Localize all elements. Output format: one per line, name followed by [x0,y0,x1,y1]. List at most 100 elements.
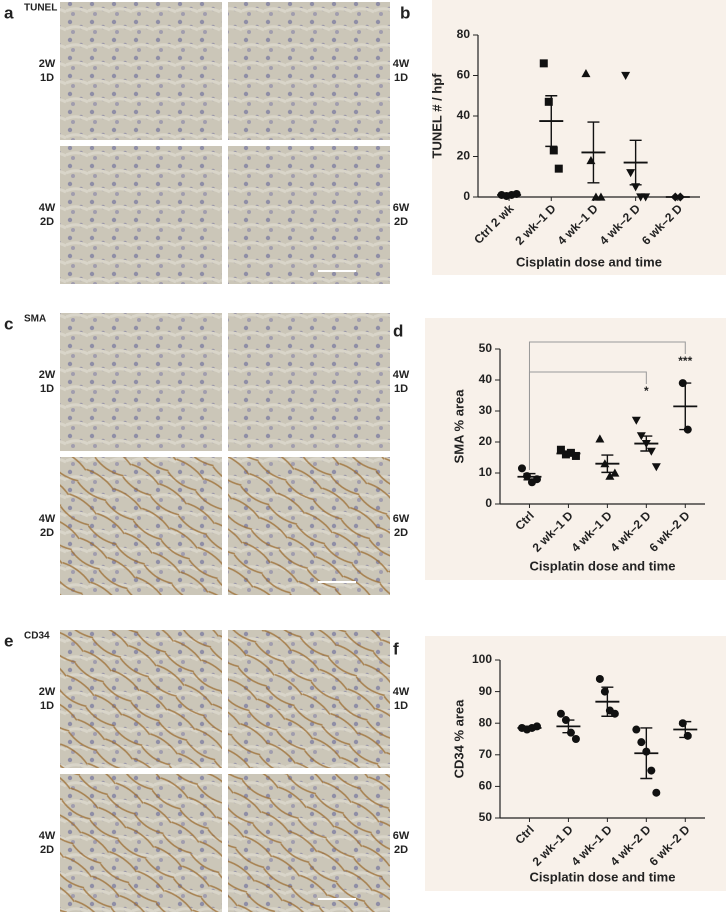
data-point [626,169,636,178]
y-tick-label: 0 [463,189,470,203]
error-bar [640,435,653,452]
y-axis-label: SMA % area [451,389,466,464]
error-bar [503,193,516,197]
data-point [632,725,641,734]
chart-background [432,0,726,275]
micrograph [60,313,222,451]
stain-label: CD34 [24,631,50,642]
image-label: 2D [394,216,408,228]
image-label: 1D [40,383,54,395]
chart: d 0 10 20 30 40 50 SMA % area Cisplatin dose and… [393,318,726,580]
data-point [571,735,580,743]
chart-background [425,318,726,580]
data-point [595,674,604,683]
x-axis-label: Cisplatin dose and time [530,558,676,573]
data-point [605,471,615,480]
data-point [651,463,661,472]
panel-letter: a [4,3,14,22]
panel-letter: b [400,3,410,22]
data-point [637,738,646,747]
stain-overlay [228,774,390,912]
image-label: 6W [393,830,410,842]
data-point [631,416,641,425]
data-point [647,766,656,775]
image-label: 2D [40,844,54,856]
significance-label: *** [678,354,692,368]
error-bar [601,686,614,717]
chart-background [425,636,726,891]
data-point [595,434,605,443]
error-bar [601,454,614,474]
data-point [544,97,553,106]
data-point [652,788,661,797]
image-label: 2W [39,369,56,381]
image-label: 2D [394,527,408,539]
image-label: 6W [393,202,410,214]
stain-overlay [228,457,390,595]
y-tick-label: 60 [479,779,493,793]
stain-overlay [60,457,222,595]
y-tick-label: 50 [479,810,493,824]
error-bar [679,382,692,431]
panel-letter: e [4,631,13,650]
image-label: 6W [393,513,410,525]
data-point [571,451,580,460]
image-panels: a TUNEL 2W 1D 4W 1D 4W 2D 6W 2D c SMA 2W 1D 4W 1D 4W 2D 6W… [4,2,410,912]
data-point [646,447,656,456]
image-label: 2W [39,58,56,70]
error-bar [640,727,653,780]
image-label: 1D [394,383,408,395]
stain-label: TUNEL [24,3,57,14]
image-label: 2D [40,527,54,539]
image-label: 4W [393,369,410,381]
y-tick-label: 20 [479,434,493,448]
y-tick-label: 40 [479,372,493,386]
chart: f 50 60 70 80 90 100 CD34 % area Cisplatin dose … [393,636,726,891]
image-label: 1D [394,72,408,84]
y-tick-label: 80 [457,27,471,41]
data-point [621,71,631,80]
micrograph [228,2,390,140]
y-tick-label: 80 [479,715,493,729]
data-point [556,709,565,718]
y-tick-label: 60 [457,68,471,82]
x-axis-label: Cisplatin dose and time [530,869,676,884]
y-tick-label: 70 [479,747,493,761]
stain-overlay [60,774,222,912]
image-label: 2W [39,686,56,698]
image-label: 1D [40,72,54,84]
y-tick-label: 40 [457,108,471,122]
y-tick-label: 0 [485,496,492,510]
image-label: 4W [393,686,410,698]
charts: b 0 20 40 60 80 TUNEL # / hpf Cisplatin dose an… [393,0,726,891]
micrograph [228,313,390,451]
y-tick-label: 50 [479,341,493,355]
panel-letter: f [393,639,399,658]
micrograph [60,146,222,284]
data-point [554,164,563,173]
error-bar [587,121,600,184]
data-point [596,192,606,201]
error-bar [545,95,558,148]
y-axis-label: TUNEL # / hpf [429,73,444,159]
data-point [556,445,565,454]
data-point [641,193,651,202]
image-label: 2D [394,844,408,856]
image-label: 4W [39,202,56,214]
error-bar [523,725,536,731]
image-label: 4W [39,830,56,842]
micrograph [60,2,222,140]
x-axis-label: Cisplatin dose and time [516,254,662,269]
data-point [549,146,558,155]
panel-letter: d [393,321,403,340]
y-tick-label: 100 [472,652,492,666]
error-bar [523,472,536,481]
image-label: 1D [394,700,408,712]
y-tick-label: 20 [457,149,471,163]
significance-bracket [528,341,686,470]
chart: b 0 20 40 60 80 TUNEL # / hpf Cisplatin dose an… [400,0,726,275]
stain-overlay [60,630,222,768]
error-bar [562,451,575,456]
data-point [581,68,591,78]
error-bar [562,719,575,734]
